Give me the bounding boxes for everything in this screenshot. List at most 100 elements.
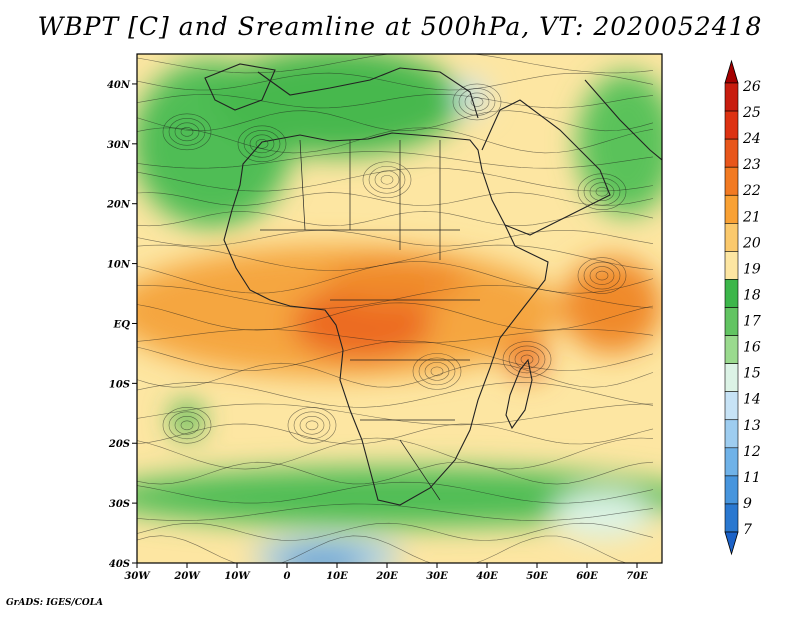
streamline-vortex bbox=[293, 411, 331, 440]
colorbar-label: 21 bbox=[742, 209, 761, 225]
colorbar-segment bbox=[724, 447, 739, 477]
arabia-coastline bbox=[481, 99, 611, 236]
streamline-vortex bbox=[583, 261, 621, 290]
streamline bbox=[137, 127, 654, 154]
streamline bbox=[137, 110, 654, 132]
streamline-vortex bbox=[243, 130, 281, 158]
colorbar-segment bbox=[724, 251, 739, 280]
lon-tick-label: 0 bbox=[284, 571, 291, 582]
iberia-coastline bbox=[204, 63, 276, 111]
colorbar-label: 19 bbox=[743, 261, 761, 277]
lat-tick-label: 30N bbox=[107, 140, 131, 151]
region-green-arabia-east bbox=[577, 71, 662, 216]
streamline-vortex bbox=[595, 186, 609, 197]
africa-coastline bbox=[223, 132, 549, 506]
colorbar-segment bbox=[724, 419, 739, 449]
colorbar-label: 9 bbox=[743, 496, 752, 512]
colorbar-label: 22 bbox=[742, 183, 761, 199]
streamline bbox=[137, 72, 654, 91]
colorbar-segment bbox=[724, 166, 739, 196]
lat-tick-label: 40N bbox=[107, 80, 131, 91]
streamline-vortex bbox=[452, 83, 502, 121]
region-pale-vortex-north bbox=[457, 77, 487, 114]
streamline-vortex bbox=[174, 122, 200, 142]
streamline bbox=[137, 423, 654, 445]
region-green-vortex-southwest bbox=[172, 401, 202, 438]
lat-tick-label: 30S bbox=[109, 499, 130, 510]
streamline-vortex bbox=[168, 411, 206, 440]
streamline-vortex bbox=[374, 170, 400, 190]
europe-coastline bbox=[257, 67, 479, 119]
streamline-vortex bbox=[412, 353, 462, 390]
colorbar-label: 26 bbox=[742, 79, 761, 95]
streamline bbox=[137, 151, 654, 169]
streamline bbox=[137, 403, 654, 426]
colorbar-segment bbox=[724, 110, 739, 140]
streamline bbox=[137, 503, 654, 521]
lat-tick-label: 20S bbox=[108, 439, 130, 450]
colorbar-segment bbox=[724, 223, 739, 252]
latitude-axis: 40N 30N 20N 10N EQ 10S 20S 30S 40S bbox=[106, 80, 137, 570]
map-frame bbox=[136, 53, 663, 564]
streamline-vortex bbox=[595, 270, 609, 281]
streamline bbox=[137, 230, 654, 247]
colorbar-segment bbox=[724, 503, 739, 533]
region-green-north-africa bbox=[212, 54, 462, 156]
colorbar-label: 18 bbox=[743, 287, 761, 303]
streamline-vortex bbox=[464, 92, 490, 112]
streamline-vortex bbox=[174, 415, 200, 435]
streamline bbox=[137, 481, 654, 504]
colorbar-label: 16 bbox=[743, 340, 761, 356]
streamline bbox=[137, 285, 654, 309]
lon-tick-label: 30W bbox=[124, 571, 151, 582]
lat-tick-label: EQ bbox=[113, 319, 131, 330]
colorbar-label: 15 bbox=[743, 366, 761, 382]
colorbar-label: 14 bbox=[743, 392, 761, 408]
colorbar-top-arrow bbox=[724, 59, 739, 84]
region-pale-blue-southeast bbox=[552, 491, 652, 540]
grads-credit: GrADS: IGES/COLA bbox=[6, 598, 104, 608]
streamline bbox=[137, 192, 654, 206]
streamline-vortex bbox=[508, 345, 546, 374]
colorbar-segment bbox=[724, 82, 739, 112]
colorbar-label: 23 bbox=[742, 157, 761, 173]
streamline bbox=[137, 302, 654, 331]
colorbar-label: 25 bbox=[742, 105, 761, 121]
lat-tick-label: 20N bbox=[106, 200, 131, 211]
lon-tick-label: 30E bbox=[426, 571, 448, 582]
streamline bbox=[137, 340, 654, 371]
streamline bbox=[137, 437, 654, 470]
streamline-vortex bbox=[180, 127, 194, 137]
streamline-vortex bbox=[380, 174, 394, 185]
colorbar-segment bbox=[724, 307, 739, 336]
streamline-vortex bbox=[287, 406, 337, 444]
streamline bbox=[137, 54, 654, 74]
lon-tick-label: 20E bbox=[375, 571, 398, 582]
streamline-vortex bbox=[589, 266, 615, 285]
streamline-vortex bbox=[418, 357, 456, 386]
map-title: WBPT [C] and Sreamline at 500hPa, VT: 20… bbox=[37, 12, 763, 41]
streamline-vortex bbox=[299, 415, 325, 435]
streamline-vortex bbox=[162, 113, 212, 151]
lat-tick-label: 10S bbox=[109, 379, 130, 390]
region-green-southern-belt bbox=[137, 467, 662, 528]
region-blue-south-core bbox=[277, 551, 367, 563]
colorbar-label: 7 bbox=[743, 522, 752, 538]
coastlines-borders bbox=[204, 63, 662, 506]
streamline bbox=[137, 362, 654, 388]
lon-tick-label: 20W bbox=[173, 571, 201, 582]
colorbar-segment bbox=[724, 363, 739, 392]
map-plot-area bbox=[137, 54, 662, 563]
streamline-vortex bbox=[589, 182, 615, 202]
colorbar-label: 13 bbox=[743, 418, 761, 434]
lon-tick-label: 70E bbox=[626, 571, 648, 582]
lon-tick-label: 50E bbox=[526, 571, 548, 582]
lon-tick-label: 10W bbox=[224, 571, 251, 582]
country-borders bbox=[260, 139, 480, 501]
streamline bbox=[137, 461, 654, 485]
streamline bbox=[137, 535, 627, 563]
lat-tick-label: 10N bbox=[107, 260, 131, 271]
lon-tick-label: 40E bbox=[476, 571, 498, 582]
streamline-vortex bbox=[162, 406, 212, 444]
